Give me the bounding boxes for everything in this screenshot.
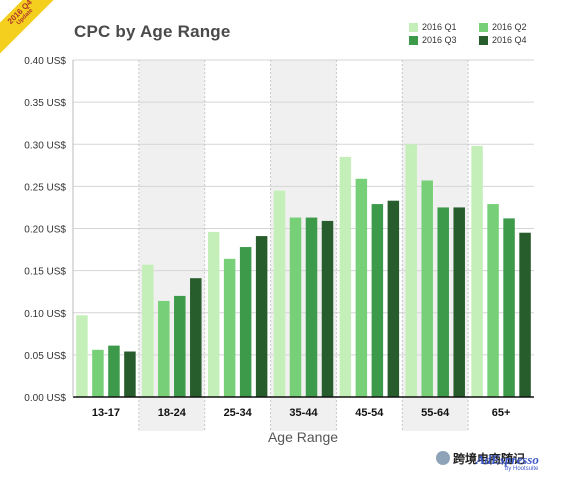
bar bbox=[92, 349, 104, 397]
watermark: 跨境电商随记 bbox=[436, 447, 525, 469]
legend-label-q4: 2016 Q4 bbox=[492, 35, 527, 45]
y-tick-label: 0.05 US$ bbox=[24, 351, 66, 362]
legend-swatch-q3 bbox=[409, 35, 418, 45]
bar bbox=[339, 156, 352, 397]
bar bbox=[239, 247, 252, 397]
bar bbox=[355, 178, 368, 397]
bar bbox=[158, 300, 170, 397]
bar bbox=[174, 295, 186, 397]
bar bbox=[503, 218, 515, 397]
chart-title: CPC by Age Range bbox=[74, 22, 231, 41]
y-tick-label: 0.15 US$ bbox=[24, 267, 66, 278]
y-tick-label: 0.10 US$ bbox=[24, 309, 66, 320]
bar bbox=[421, 180, 433, 397]
axes bbox=[72, 60, 534, 398]
x-tick-label: 45-54 bbox=[355, 407, 384, 419]
x-tick-label: 55-64 bbox=[421, 407, 450, 419]
bar bbox=[255, 236, 268, 397]
bar bbox=[142, 264, 154, 397]
legend-swatch-q4 bbox=[479, 35, 488, 45]
bar bbox=[76, 315, 88, 397]
y-tick-label: 0.30 US$ bbox=[24, 140, 66, 151]
bars bbox=[76, 144, 531, 397]
legend-item-q2: 2016 Q2 bbox=[479, 22, 539, 32]
x-tick-label: 35-44 bbox=[289, 407, 318, 419]
legend-item-q4: 2016 Q4 bbox=[479, 35, 539, 45]
bar bbox=[453, 207, 465, 397]
legend-swatch-q2 bbox=[479, 22, 488, 32]
legend-item-q3: 2016 Q3 bbox=[409, 35, 469, 45]
bar bbox=[519, 232, 531, 397]
bar bbox=[305, 217, 318, 397]
x-tick-label: 65+ bbox=[492, 407, 511, 419]
x-tick-labels: 13-17 18-24 25-34 35-44 45-54 55-64 65+ bbox=[92, 407, 511, 419]
bar bbox=[321, 220, 334, 397]
watermark-text: 跨境电商随记 bbox=[453, 451, 526, 466]
bar bbox=[487, 204, 499, 397]
y-tick-labels: 0.00 US$ 0.05 US$ 0.10 US$ 0.15 US$ 0.20 US$… bbox=[24, 56, 66, 404]
legend-swatch-q1 bbox=[409, 22, 418, 32]
legend-label-q3: 2016 Q3 bbox=[422, 35, 457, 45]
chat-icon bbox=[436, 451, 450, 465]
bar bbox=[371, 204, 384, 397]
bar bbox=[273, 190, 286, 397]
brand-logo: AdEspresso bbox=[476, 452, 539, 467]
bar bbox=[190, 278, 202, 397]
bar bbox=[207, 231, 220, 397]
y-tick-label: 0.40 US$ bbox=[24, 56, 66, 67]
category-bands bbox=[138, 60, 469, 431]
y-tick-label: 0.35 US$ bbox=[24, 98, 66, 109]
bar bbox=[405, 144, 417, 397]
legend: 2016 Q1 2016 Q2 2016 Q3 2016 Q4 bbox=[409, 22, 559, 45]
bar bbox=[108, 345, 120, 397]
y-tick-label: 0.25 US$ bbox=[24, 182, 66, 193]
bar bbox=[289, 217, 302, 397]
legend-item-q1: 2016 Q1 bbox=[409, 22, 469, 32]
bar bbox=[124, 351, 136, 397]
bar bbox=[387, 200, 400, 397]
y-tick-label: 0.00 US$ bbox=[24, 393, 66, 404]
x-tick-label: 13-17 bbox=[92, 407, 120, 419]
y-tick-label: 0.20 US$ bbox=[24, 225, 66, 236]
legend-label-q2: 2016 Q2 bbox=[492, 22, 527, 32]
legend-label-q1: 2016 Q1 bbox=[422, 22, 457, 32]
bar bbox=[223, 258, 236, 397]
x-tick-label: 25-34 bbox=[224, 407, 253, 419]
x-axis-title: Age Range bbox=[267, 429, 339, 445]
brand-sub: by Hootsuite bbox=[505, 466, 539, 472]
bar bbox=[471, 145, 483, 397]
bar bbox=[437, 207, 449, 397]
x-tick-label: 18-24 bbox=[158, 407, 187, 419]
